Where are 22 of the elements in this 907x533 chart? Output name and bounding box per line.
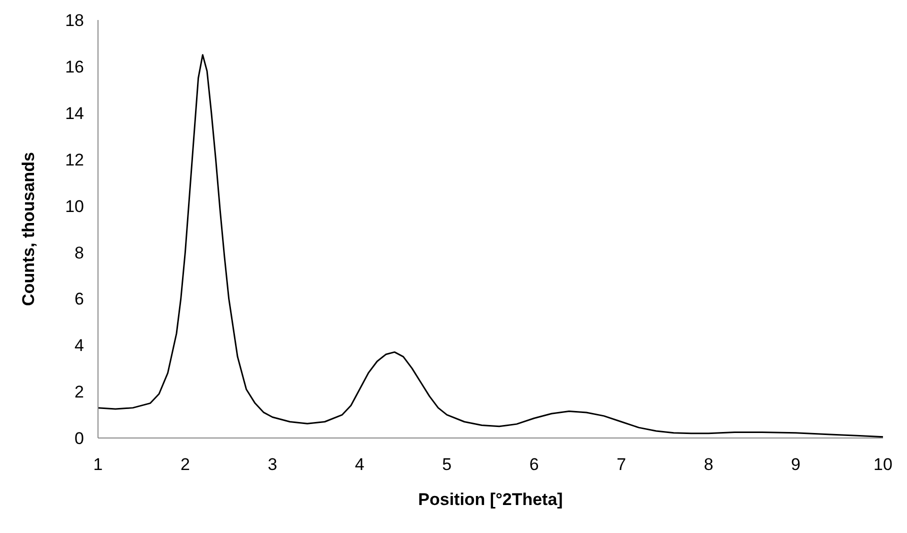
y-tick-label: 6 [74,290,84,309]
y-tick-label: 2 [74,382,84,402]
x-tick-label: 1 [93,455,103,474]
x-tick-label: 7 [616,455,626,474]
y-tick-label: 14 [65,104,84,123]
y-tick-label: 0 [74,429,84,448]
x-tick-label: 2 [180,455,190,474]
x-tick-label: 8 [704,455,714,474]
x-tick-label: 5 [442,455,452,474]
x-tick-label: 4 [354,455,364,474]
y-tick-label: 8 [74,243,84,262]
x-tick-label: 9 [791,455,801,474]
y-tick-label: 12 [65,150,84,170]
y-tick-label: 18 [65,11,84,30]
x-axis-title: Position [°2Theta] [418,490,563,509]
x-tick-label: 6 [529,455,539,474]
x-tick-label: 10 [874,455,892,474]
y-axis-title: Counts, thousands [19,152,38,306]
y-tick-label: 4 [74,336,84,356]
y-tick-label: 16 [65,57,84,76]
x-tick-label: 3 [268,455,278,474]
y-tick-label: 10 [65,196,84,216]
